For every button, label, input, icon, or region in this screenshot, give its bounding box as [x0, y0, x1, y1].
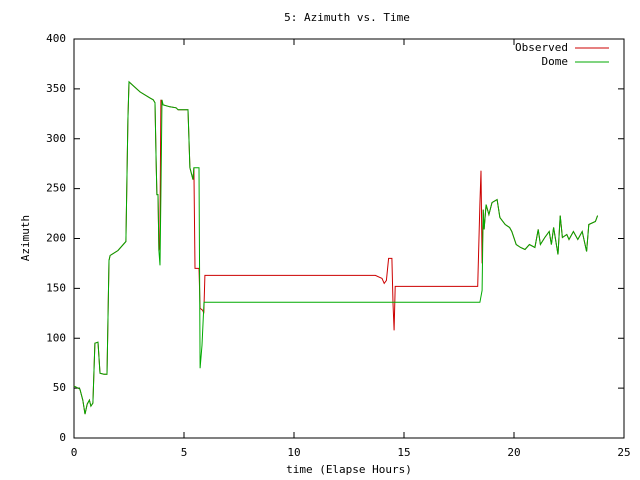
x-axis-label: time (Elapse Hours): [286, 463, 412, 476]
x-tick-label: 15: [397, 446, 410, 459]
x-tick-label: 25: [617, 446, 630, 459]
data-line: [73, 80, 599, 415]
y-axis-label: Azimuth: [19, 215, 32, 261]
y-tick-label: 350: [46, 82, 66, 95]
y-tick-label: 150: [46, 281, 66, 294]
y-tick-label: 0: [59, 431, 66, 444]
y-tick-label: 400: [46, 32, 66, 45]
chart-title: 5: Azimuth vs. Time: [284, 11, 410, 24]
y-tick-label: 100: [46, 331, 66, 344]
legend-label: Dome: [542, 55, 569, 68]
y-tick-label: 250: [46, 182, 66, 195]
x-tick-label: 10: [287, 446, 300, 459]
legend-label: Observed: [515, 41, 568, 54]
y-tick-label: 200: [46, 232, 66, 245]
x-tick-label: 20: [507, 446, 520, 459]
y-tick-label: 300: [46, 132, 66, 145]
y-tick-label: 50: [53, 381, 66, 394]
x-tick-label: 5: [181, 446, 188, 459]
x-tick-label: 0: [71, 446, 78, 459]
